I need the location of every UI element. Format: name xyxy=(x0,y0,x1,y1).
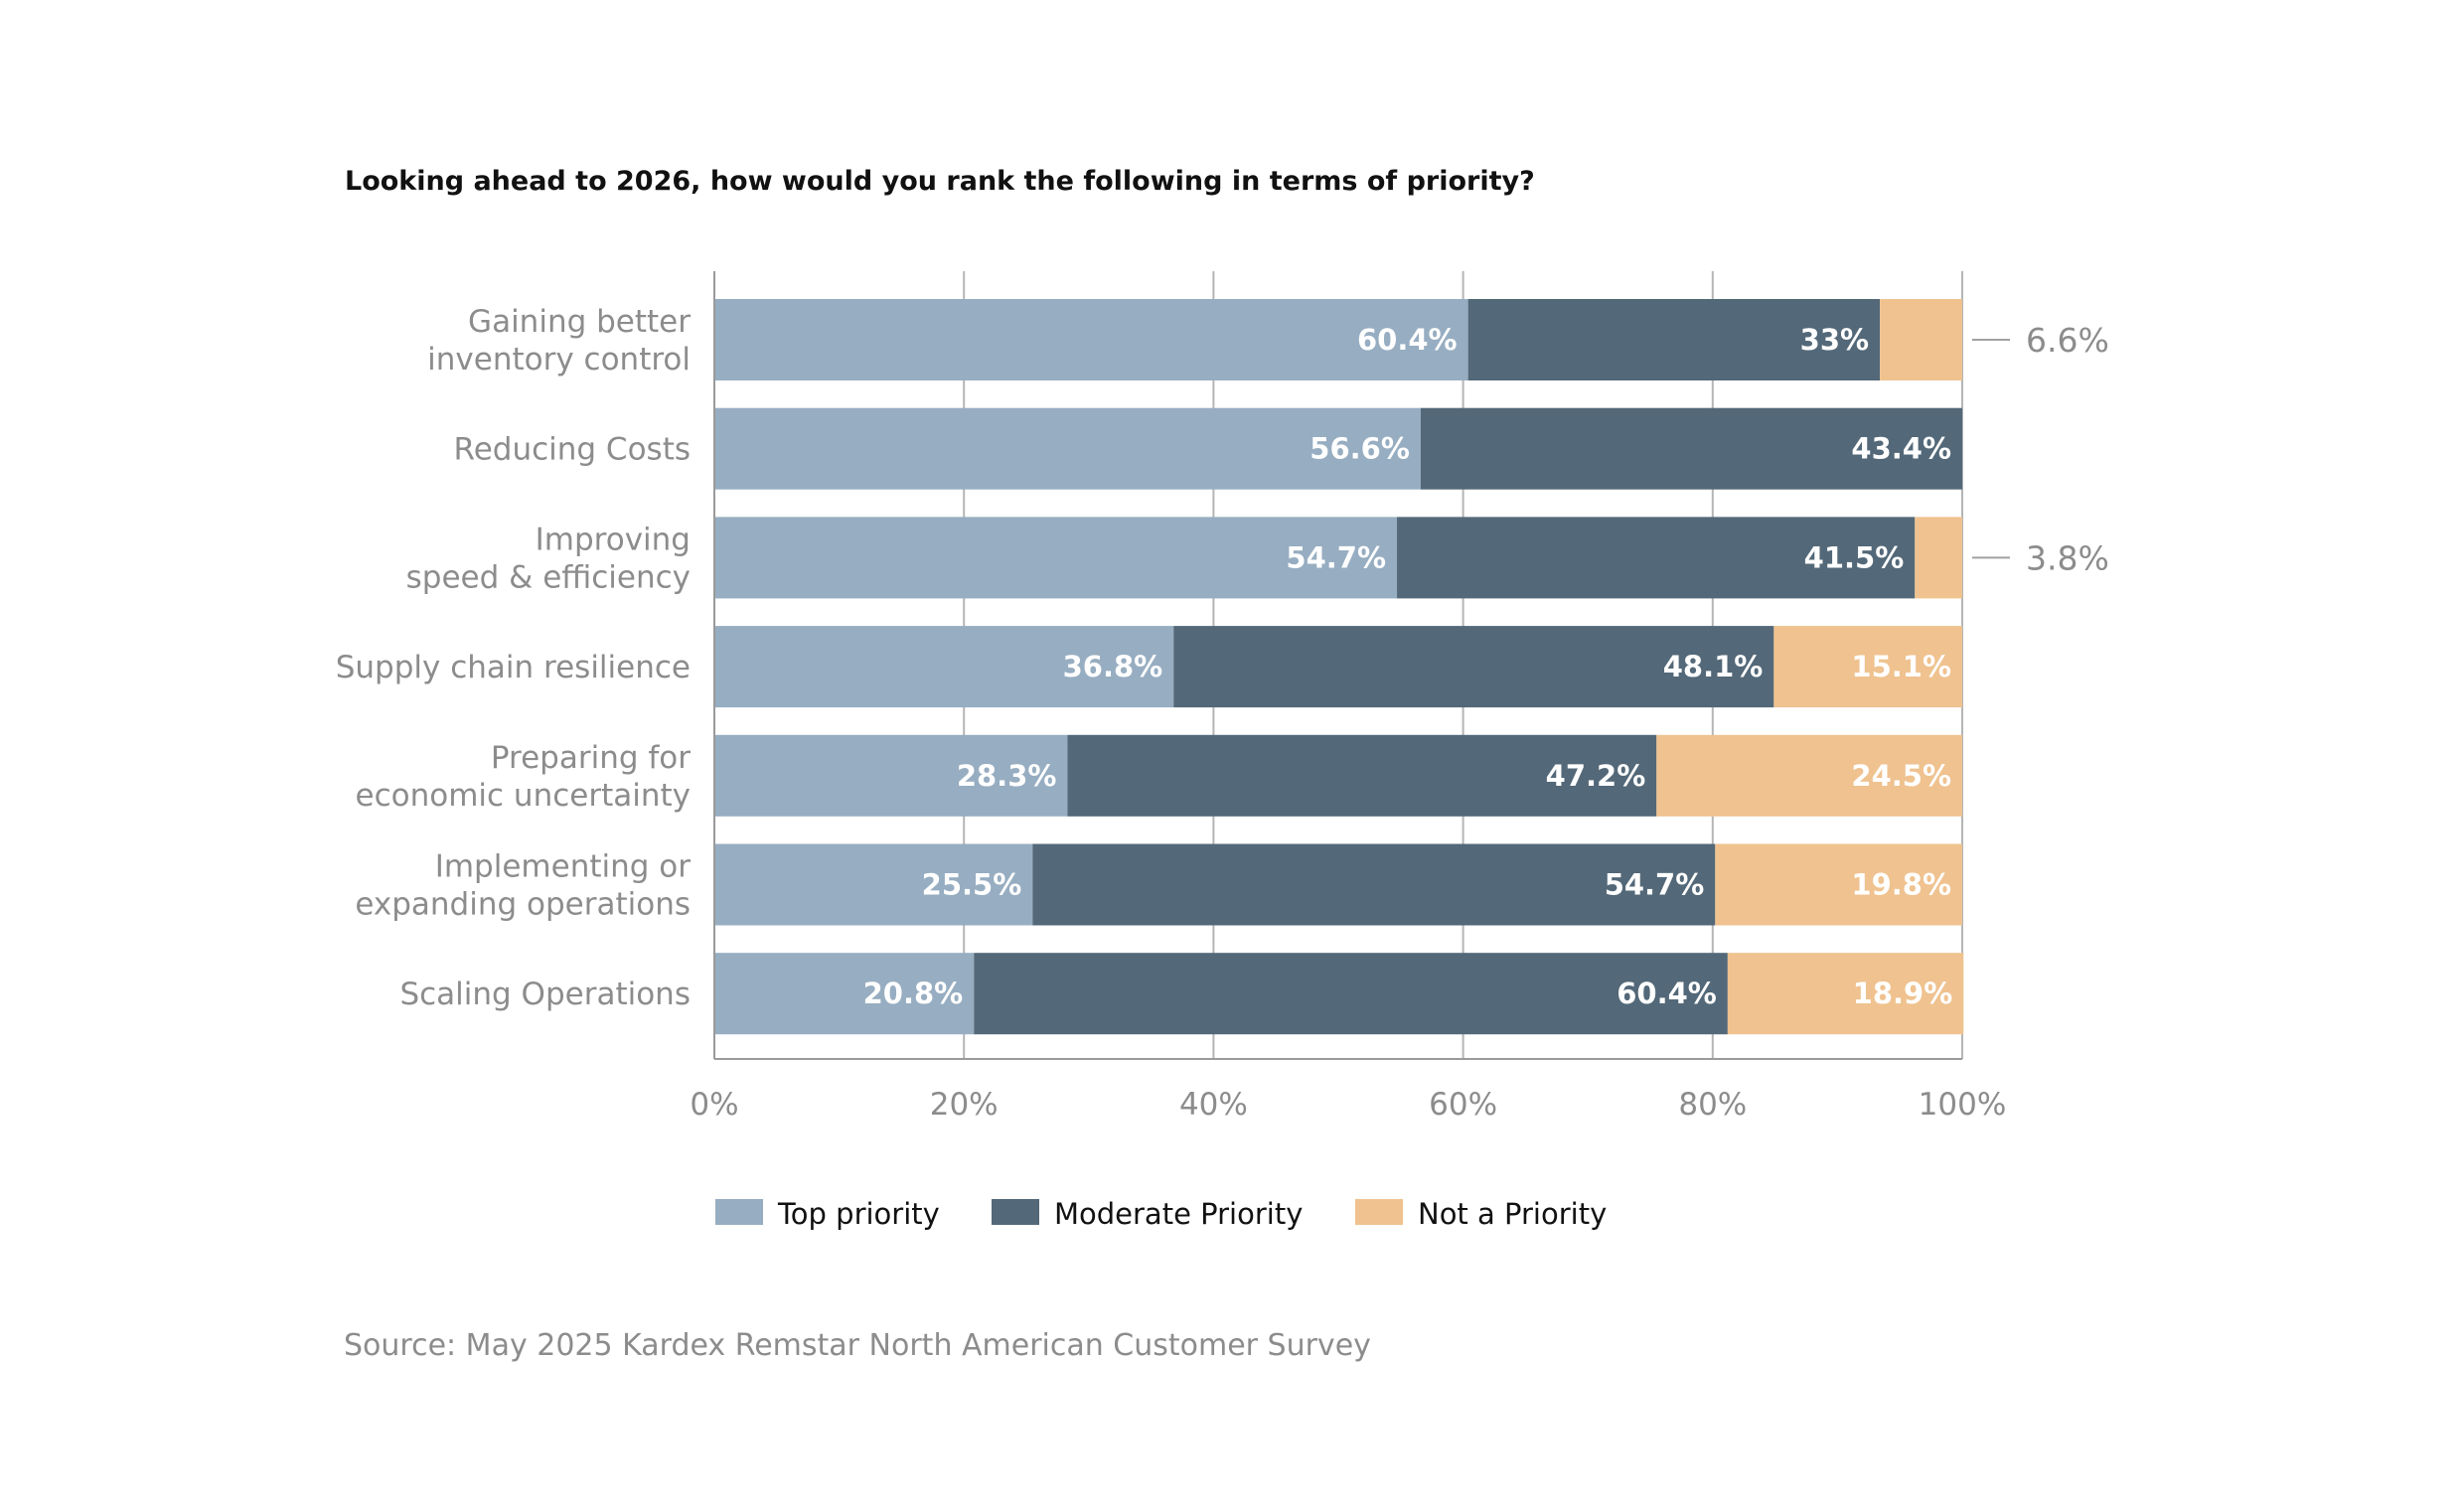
bar-segment xyxy=(714,407,1421,490)
category-label: Improving xyxy=(536,522,691,557)
category-label: Reducing Costs xyxy=(454,432,691,468)
data-label: 54.7% xyxy=(1605,868,1705,902)
x-tick-label: 40% xyxy=(1179,1087,1248,1123)
data-label: 56.6% xyxy=(1309,432,1410,466)
bar-segment xyxy=(974,953,1728,1035)
category-label: inventory control xyxy=(427,342,691,377)
legend-label: Top priority xyxy=(777,1197,940,1231)
bar-segment xyxy=(714,299,1468,380)
category-label: Gaining better xyxy=(468,304,691,340)
data-label: 48.1% xyxy=(1663,650,1764,683)
chart-title: Looking ahead to 2026, how would you ran… xyxy=(345,166,1535,197)
bar-segment xyxy=(1880,299,1962,380)
data-label: 19.8% xyxy=(1851,868,1951,902)
bar-segment xyxy=(1173,626,1774,708)
data-label: 15.1% xyxy=(1851,650,1951,683)
x-tick-label: 100% xyxy=(1919,1087,2007,1123)
x-tick-label: 60% xyxy=(1429,1087,1497,1123)
bar-segment xyxy=(1420,407,1962,490)
category-label: Preparing for xyxy=(491,740,691,776)
data-label: 20.8% xyxy=(863,977,964,1010)
bar-segment xyxy=(714,734,1068,817)
x-tick-label: 20% xyxy=(930,1087,999,1123)
legend-label: Moderate Priority xyxy=(1054,1197,1303,1231)
bar-segment xyxy=(1067,734,1657,817)
category-label: Implementing or xyxy=(435,849,692,885)
x-tick-label: 0% xyxy=(690,1087,738,1123)
data-label: 18.9% xyxy=(1853,977,1953,1010)
bar-segment xyxy=(1467,299,1881,380)
bar-segment xyxy=(1032,843,1716,926)
data-label: 47.2% xyxy=(1546,759,1646,793)
bar-segment xyxy=(714,626,1174,708)
category-label: Scaling Operations xyxy=(399,977,691,1012)
data-label: 25.5% xyxy=(922,868,1022,902)
data-label: 24.5% xyxy=(1851,759,1951,793)
data-label-outside: 3.8% xyxy=(2026,538,2109,577)
category-label: speed & efficiency xyxy=(406,559,691,595)
bar-segment xyxy=(1915,517,1962,599)
data-label: 43.4% xyxy=(1851,432,1951,466)
legend-swatch xyxy=(1355,1199,1403,1225)
bar-segment xyxy=(1715,843,1962,926)
data-label: 60.4% xyxy=(1357,323,1458,357)
source-note: Source: May 2025 Kardex Remstar North Am… xyxy=(344,1328,1371,1363)
bar-segment xyxy=(1397,517,1916,599)
data-label: 41.5% xyxy=(1804,540,1905,574)
bar-segment xyxy=(1727,953,1964,1035)
data-label-outside: 6.6% xyxy=(2026,321,2109,360)
category-label: expanding operations xyxy=(355,887,691,923)
bar-segment xyxy=(1656,734,1962,817)
data-label: 54.7% xyxy=(1286,540,1386,574)
data-label: 36.8% xyxy=(1063,650,1163,683)
data-label: 33% xyxy=(1800,323,1869,357)
bar-segment xyxy=(714,517,1398,599)
category-label: Supply chain resilience xyxy=(336,650,691,685)
bar-segment xyxy=(1773,626,1962,708)
legend-swatch xyxy=(715,1199,763,1225)
data-label: 60.4% xyxy=(1617,977,1717,1010)
data-label: 28.3% xyxy=(957,759,1057,793)
legend-swatch xyxy=(992,1199,1039,1225)
bar-segment xyxy=(714,953,975,1035)
bar-segment xyxy=(714,843,1033,926)
x-tick-label: 80% xyxy=(1678,1087,1747,1123)
legend-label: Not a Priority xyxy=(1418,1197,1607,1231)
category-label: economic uncertainty xyxy=(356,778,691,814)
